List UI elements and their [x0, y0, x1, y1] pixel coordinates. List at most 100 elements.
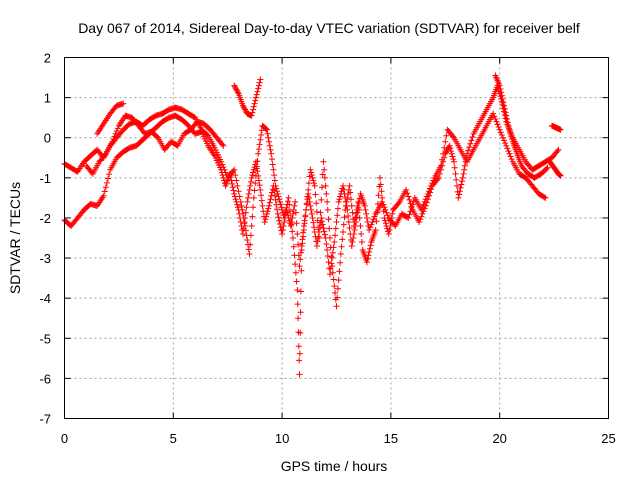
data-point: [332, 289, 339, 296]
data-point: [305, 190, 312, 197]
data-point: [289, 235, 296, 241]
series-trace-b: [61, 110, 549, 278]
data-point: [321, 174, 328, 181]
data-point: [255, 150, 262, 157]
plot-frame: [64, 57, 609, 419]
data-point: [229, 184, 236, 191]
data-point: [502, 109, 509, 116]
data-point: [508, 133, 515, 140]
data-point: [103, 179, 110, 186]
data-point: [247, 182, 254, 189]
data-point: [448, 150, 455, 157]
data-point: [234, 204, 241, 211]
data-point: [369, 218, 376, 225]
data-point: [101, 152, 108, 159]
data-point: [100, 192, 107, 199]
data-point: [250, 103, 257, 110]
data-point: [265, 134, 272, 141]
data-point: [308, 172, 315, 179]
data-point: [227, 174, 234, 181]
data-point: [310, 177, 317, 184]
data-point: [377, 174, 384, 181]
data-point: [112, 130, 119, 137]
data-point: [321, 166, 328, 173]
data-point: [254, 88, 261, 95]
data-point: [218, 158, 225, 165]
data-point: [501, 102, 508, 109]
data-point: [340, 228, 347, 235]
data-point: [368, 221, 375, 228]
data-point: [444, 146, 451, 153]
data-point: [333, 218, 340, 225]
data-point: [290, 243, 297, 250]
data-point: [241, 105, 248, 112]
data-point: [345, 218, 352, 225]
data-point: [303, 201, 310, 208]
data-point: [313, 200, 320, 207]
data-point: [350, 235, 357, 241]
series-trace-d: [94, 100, 127, 137]
data-point: [274, 190, 281, 197]
data-point: [468, 137, 475, 144]
data-point: [324, 198, 331, 205]
data-point: [231, 193, 238, 200]
data-point: [324, 253, 331, 260]
data-point: [337, 259, 344, 266]
data-point: [424, 190, 431, 197]
data-point: [279, 230, 286, 237]
data-point: [501, 137, 508, 144]
y-tick-label: -3: [39, 251, 51, 266]
data-point: [228, 177, 235, 184]
data-point: [367, 224, 374, 231]
data-point: [461, 166, 468, 173]
data-point: [465, 147, 472, 154]
data-point: [318, 196, 325, 203]
data-point: [294, 287, 301, 294]
y-tick-label: -7: [39, 412, 51, 427]
y-tick-label: 2: [44, 51, 51, 66]
data-point: [342, 198, 349, 205]
data-point: [370, 216, 377, 223]
data-point: [295, 315, 302, 322]
data-point: [509, 136, 516, 143]
data-point: [246, 186, 253, 193]
data-point: [320, 158, 327, 165]
data-point: [251, 100, 258, 107]
data-point: [408, 204, 415, 211]
data-point: [498, 98, 505, 105]
data-point: [312, 191, 319, 198]
data-point: [301, 217, 308, 224]
data-point: [276, 198, 283, 205]
data-point: [387, 222, 394, 229]
data-point: [501, 111, 508, 118]
data-point: [346, 182, 353, 189]
data-point: [334, 285, 341, 292]
data-point: [443, 132, 450, 139]
data-point: [357, 222, 364, 229]
data-point: [250, 169, 257, 176]
data-point: [341, 190, 348, 197]
data-point: [354, 209, 361, 216]
data-point: [502, 140, 509, 147]
data-point: [493, 118, 500, 125]
y-tick-labels: -7 -6 -5 -4 -3 -2 -1 0 1 2: [39, 51, 51, 427]
data-point: [427, 185, 434, 192]
data-point: [507, 153, 514, 160]
x-tick-labels: 0 5 10 15 20 25: [61, 431, 616, 446]
data-point: [342, 194, 349, 201]
data-point: [274, 188, 281, 195]
data-point: [102, 184, 109, 191]
series-trace-e: [231, 76, 264, 119]
data-point: [469, 134, 476, 141]
data-point: [263, 213, 270, 220]
data-point: [246, 251, 253, 258]
data-point: [291, 202, 298, 209]
data-point: [382, 206, 389, 213]
data-point: [506, 150, 513, 157]
data-point: [300, 222, 307, 229]
data-point: [358, 230, 365, 237]
data-point: [496, 126, 503, 133]
data-point: [242, 209, 249, 216]
data-point: [356, 214, 363, 221]
data-point: [299, 236, 306, 243]
